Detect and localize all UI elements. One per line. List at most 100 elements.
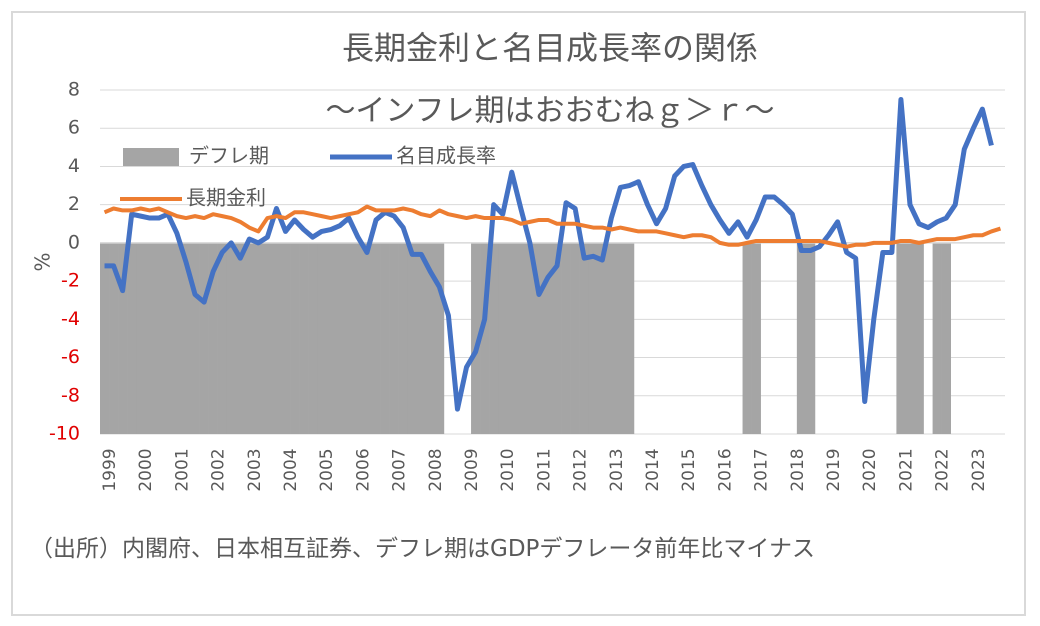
bar — [118, 242, 128, 434]
legend-swatch — [123, 148, 179, 166]
x-tick-label: 2022 — [933, 448, 953, 491]
x-tick-label: 2007 — [390, 448, 410, 491]
bar — [308, 242, 318, 434]
bar — [507, 242, 517, 434]
bar — [253, 242, 264, 434]
bar — [914, 242, 924, 434]
bar — [380, 242, 390, 434]
chart-title: 長期金利と名目成長率の関係 — [342, 29, 758, 67]
source-note: （出所）内閣府、日本相互証券、デフレ期はGDPデフレータ前年比マイナス — [30, 536, 815, 562]
bar — [525, 242, 535, 434]
x-tick-label: 2001 — [172, 448, 192, 491]
bar — [425, 242, 436, 434]
bar — [489, 242, 499, 434]
bar — [742, 242, 752, 434]
bar — [561, 242, 571, 434]
bar — [805, 242, 816, 434]
bar — [335, 242, 345, 434]
bar — [226, 242, 237, 434]
bar — [344, 242, 354, 434]
x-tick-label: 2013 — [607, 448, 627, 491]
bar — [796, 242, 807, 434]
x-tick-label: 2004 — [281, 448, 301, 491]
bar — [570, 242, 580, 434]
y-tick-label: 4 — [68, 155, 80, 177]
y-tick-label: -4 — [61, 308, 80, 330]
bar — [932, 242, 942, 434]
bar — [498, 242, 508, 434]
bar — [588, 242, 599, 434]
x-tick-label: 2011 — [534, 448, 554, 491]
x-tick-label: 2014 — [643, 448, 663, 491]
legend-label: 長期金利 — [186, 186, 266, 210]
x-tick-label: 2023 — [969, 448, 989, 491]
x-tick-label: 2020 — [860, 448, 880, 491]
x-tick-label: 2006 — [353, 448, 373, 491]
x-tick-label: 2019 — [824, 448, 844, 491]
bar — [208, 242, 218, 434]
bar — [552, 242, 562, 434]
bar — [172, 242, 182, 434]
bar — [290, 242, 300, 434]
y-tick-label: -6 — [61, 346, 80, 368]
legend-label: デフレ期 — [189, 144, 269, 168]
x-tick-label: 2017 — [752, 448, 772, 491]
x-tick-label: 2010 — [498, 448, 518, 491]
bar — [217, 242, 227, 434]
x-tick-label: 2005 — [317, 448, 337, 491]
y-tick-label: -2 — [61, 270, 80, 292]
bar — [606, 242, 617, 434]
bar — [534, 242, 544, 434]
y-tick-label: 6 — [68, 117, 80, 139]
y-axis-label: % — [31, 252, 55, 271]
bar — [434, 242, 445, 434]
bar — [154, 242, 164, 434]
x-tick-label: 2000 — [136, 448, 156, 491]
x-tick-label: 2009 — [462, 448, 482, 491]
bar — [624, 242, 635, 434]
x-tick-label: 2002 — [209, 448, 229, 491]
bar — [579, 242, 589, 434]
bar — [145, 242, 155, 434]
bar — [398, 242, 408, 434]
x-tick-label: 2016 — [715, 448, 735, 491]
bar — [941, 242, 951, 434]
chart-subtitle: ～インフレ期はおおむねｇ＞ｒ～ — [325, 94, 774, 129]
x-tick-label: 2003 — [245, 448, 265, 491]
legend-label: 名目成長率 — [396, 144, 496, 168]
bar — [371, 242, 381, 434]
bar — [163, 242, 173, 434]
x-tick-label: 1999 — [100, 448, 120, 491]
y-tick-label: 8 — [68, 79, 80, 101]
x-tick-label: 2018 — [788, 448, 808, 491]
line-series — [104, 97, 994, 412]
bar — [262, 242, 273, 434]
y-tick-label: 2 — [68, 193, 80, 215]
y-tick-label: -8 — [61, 384, 80, 406]
bar — [181, 242, 191, 434]
bar — [353, 242, 363, 434]
x-tick-label: 2008 — [426, 448, 446, 491]
bar — [299, 242, 309, 434]
y-tick-label: -10 — [49, 423, 80, 445]
bar — [407, 242, 418, 434]
bar — [471, 242, 481, 434]
bar — [317, 242, 327, 434]
bar — [326, 242, 336, 434]
y-tick-label: 0 — [68, 231, 80, 253]
bar — [271, 242, 282, 434]
bar — [235, 242, 246, 434]
bar — [281, 242, 291, 434]
x-tick-label: 2015 — [679, 448, 699, 491]
bar — [516, 242, 526, 434]
line-series — [103, 204, 1002, 249]
bar — [100, 242, 110, 434]
bar — [615, 242, 626, 434]
bar — [751, 242, 761, 434]
bar — [389, 242, 399, 434]
x-tick-label: 2021 — [896, 448, 916, 491]
bar — [543, 242, 553, 434]
bar — [190, 242, 200, 434]
